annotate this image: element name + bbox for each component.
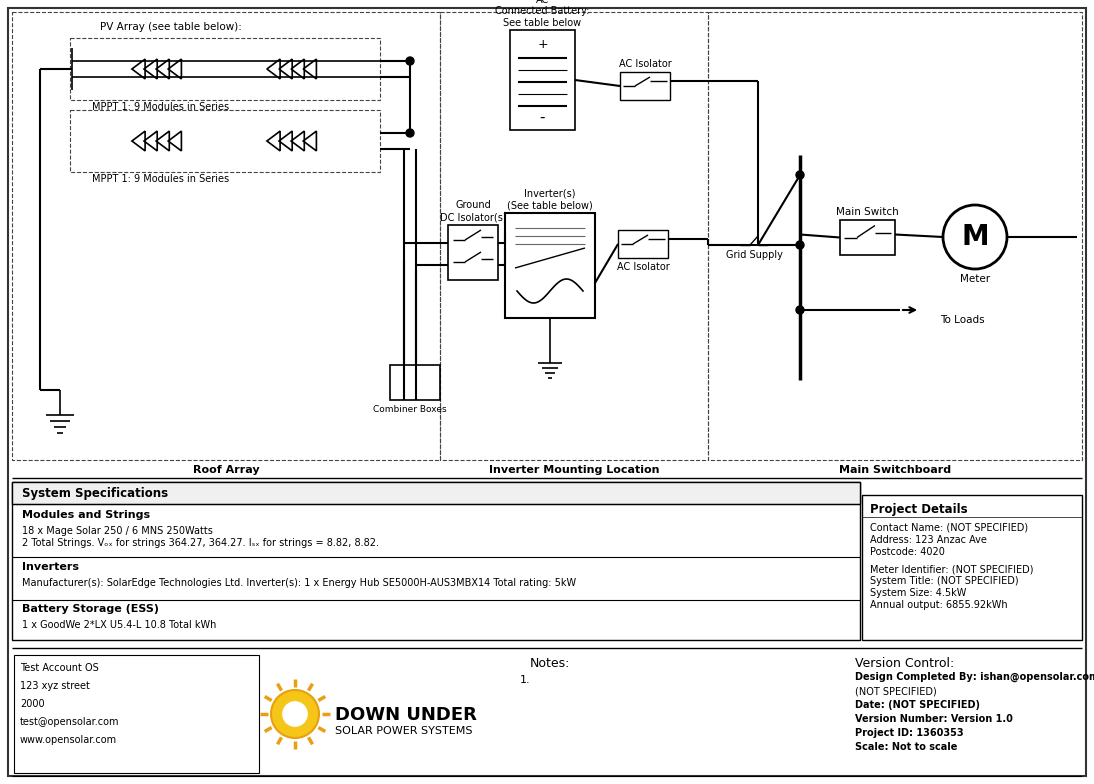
Text: M: M [962,223,989,251]
Bar [618,230,668,258]
Text: Combiner Boxes: Combiner Boxes [373,405,446,414]
Text: MPPT 1: 9 Modules in Series: MPPT 1: 9 Modules in Series [92,174,229,184]
Text: PV Array (see table below):: PV Array (see table below): [100,22,242,32]
Bar [12,482,860,504]
Text: Scale: Not to scale: Scale: Not to scale [856,742,957,752]
Circle shape [796,171,804,179]
Text: 2 Total Strings. Vₒₓ for strings 364.27, 364.27. Iₛₓ for strings = 8.82, 8.82.: 2 Total Strings. Vₒₓ for strings 364.27,… [22,538,379,548]
Text: System Size: 4.5kW: System Size: 4.5kW [870,588,966,598]
Bar [70,38,380,100]
Text: MPPT 1: 9 Modules in Series: MPPT 1: 9 Modules in Series [92,102,229,112]
Bar [14,655,259,773]
Text: SOLAR POWER SYSTEMS: SOLAR POWER SYSTEMS [335,726,473,736]
Circle shape [271,690,319,738]
Bar [449,225,498,280]
Text: Version Control:: Version Control: [856,657,954,670]
Text: Project ID: 1360353: Project ID: 1360353 [856,728,964,738]
Text: DOWN UNDER: DOWN UNDER [335,706,477,724]
Text: Meter: Meter [959,274,990,284]
Text: AC Isolator: AC Isolator [617,262,670,272]
Text: 1 x GoodWe 2*LX U5.4-L 10.8 Total kWh: 1 x GoodWe 2*LX U5.4-L 10.8 Total kWh [22,620,217,630]
Circle shape [796,306,804,314]
Circle shape [796,241,804,249]
Text: Address: 123 Anzac Ave: Address: 123 Anzac Ave [870,535,987,545]
Text: test@opensolar.com: test@opensolar.com [20,717,119,727]
Text: 1.: 1. [520,675,531,685]
Text: Modules and Strings: Modules and Strings [22,510,150,520]
Circle shape [282,701,309,728]
Text: AC
Connected Battery:
See table below: AC Connected Battery: See table below [496,0,590,28]
Text: Version Number: Version 1.0: Version Number: Version 1.0 [856,714,1013,724]
Text: Project Details: Project Details [870,503,967,516]
Text: Roof Array: Roof Array [193,465,259,475]
Text: www.opensolar.com: www.opensolar.com [20,735,117,745]
Bar [620,72,670,100]
Text: Meter Identifier: (NOT SPECIFIED): Meter Identifier: (NOT SPECIFIED) [870,564,1034,574]
Text: Grid Supply: Grid Supply [725,250,782,260]
Text: 2000: 2000 [20,699,45,709]
Text: Manufacturer(s): SolarEdge Technologies Ltd. Inverter(s): 1 x Energy Hub SE5000H: Manufacturer(s): SolarEdge Technologies … [22,578,577,588]
Bar [862,495,1082,640]
Text: Test Account OS: Test Account OS [20,663,98,673]
Bar [12,482,860,640]
Text: +: + [537,38,548,51]
Text: System Title: (NOT SPECIFIED): System Title: (NOT SPECIFIED) [870,576,1019,586]
Circle shape [406,129,414,137]
Text: Main Switchboard: Main Switchboard [839,465,951,475]
Text: Design Completed By: ishan@opensolar.com,: Design Completed By: ishan@opensolar.com… [856,672,1094,682]
Text: 18 x Mage Solar 250 / 6 MNS 250Watts: 18 x Mage Solar 250 / 6 MNS 250Watts [22,526,213,536]
Circle shape [406,57,414,65]
Text: Inverter(s)
(See table below): Inverter(s) (See table below) [508,188,593,210]
Text: Inverter Mounting Location: Inverter Mounting Location [489,465,660,475]
Text: Annual output: 6855.92kWh: Annual output: 6855.92kWh [870,600,1008,610]
Text: AC Isolator: AC Isolator [618,59,672,69]
Text: Main Switch: Main Switch [836,207,899,217]
Bar [708,12,1082,460]
Bar [510,30,575,130]
Text: Notes:: Notes: [529,657,570,670]
Text: System Specifications: System Specifications [22,487,168,499]
Text: Date: (NOT SPECIFIED): Date: (NOT SPECIFIED) [856,700,980,710]
Text: Ground
DC Isolator(s): Ground DC Isolator(s) [440,201,507,222]
Bar [389,365,440,400]
Text: -: - [539,110,545,125]
Bar [12,12,440,460]
Bar [440,12,708,460]
Text: Contact Name: (NOT SPECIFIED): Contact Name: (NOT SPECIFIED) [870,523,1028,533]
Text: To Loads: To Loads [940,315,985,325]
Bar [70,110,380,172]
Text: Inverters: Inverters [22,562,79,572]
Text: Battery Storage (ESS): Battery Storage (ESS) [22,604,159,614]
Bar [505,213,595,318]
Bar [840,220,895,255]
Text: (NOT SPECIFIED): (NOT SPECIFIED) [856,686,936,696]
Text: 123 xyz street: 123 xyz street [20,681,90,691]
Text: Postcode: 4020: Postcode: 4020 [870,547,945,557]
